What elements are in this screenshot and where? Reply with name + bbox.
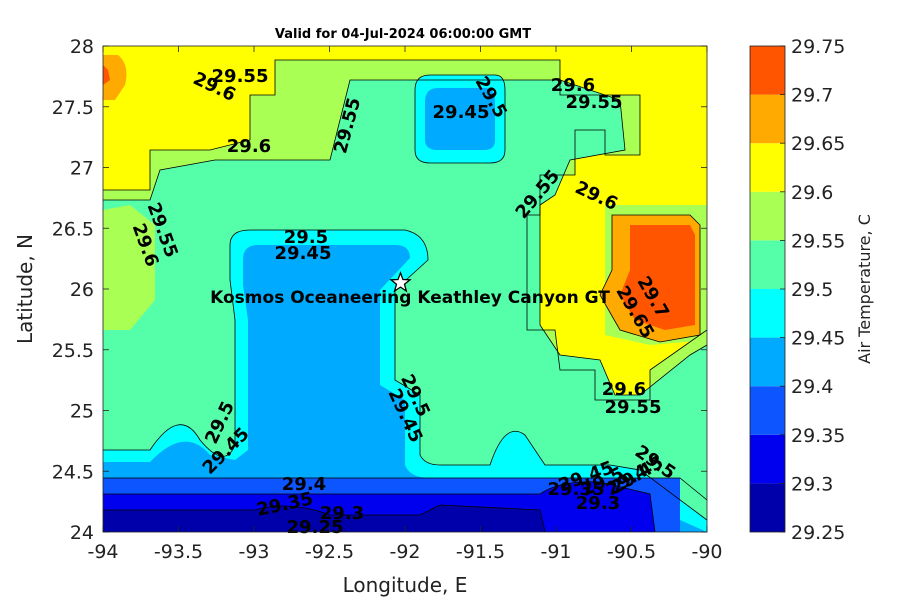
contour-line: [103, 79, 707, 396]
plot-area: [103, 46, 707, 532]
colorbar-swatch: [750, 191, 785, 241]
x-tick-label: -91: [540, 541, 571, 563]
y-tick-label: 26.5: [52, 218, 94, 240]
contour-label: 29.6: [551, 75, 595, 96]
contour-label: 29.3: [576, 493, 620, 514]
colorbar-swatch: [750, 434, 785, 484]
site-label: Kosmos Oceaneering Keathley Canyon GT: [210, 288, 610, 308]
region-29.7-tl: [103, 65, 110, 85]
contour-line: [229, 229, 707, 521]
contour-label: 29.6: [227, 136, 271, 157]
x-tick-label: -90.5: [607, 541, 656, 563]
y-tick-label: 25: [70, 401, 94, 423]
contour-line: [414, 74, 506, 164]
colorbar-swatch: [750, 94, 785, 144]
contour-label: 29.25: [287, 517, 344, 538]
contour-line: [103, 59, 707, 401]
contour-label: 29.4: [282, 474, 326, 495]
colorbar-tick-label: 29.4: [791, 376, 833, 398]
chart-title: Valid for 04-Jul-2024 06:00:00 GMT: [275, 27, 531, 42]
colorbar-swatch: [750, 289, 785, 338]
y-tick-label: 24.5: [52, 461, 94, 483]
colorbar-tick-label: 29.7: [791, 85, 833, 107]
contour-line: [103, 504, 546, 532]
contour-label: 29.35: [548, 479, 605, 500]
x-tick-label: -91.5: [456, 541, 505, 563]
star-icon: [389, 271, 412, 293]
colorbar-tick-label: 29.5: [791, 279, 833, 301]
contour-label: 29.55: [566, 92, 623, 113]
region-29.65-tl: [103, 55, 127, 100]
y-tick-label: 27: [70, 158, 94, 180]
contour-line: [103, 481, 656, 532]
colorbar-swatch: [750, 143, 785, 192]
y-tick-label: 28: [70, 36, 94, 58]
colorbar-tick-label: 29.25: [791, 522, 845, 544]
y-tick-label: 24: [70, 522, 94, 544]
contour-label: 29.55: [605, 397, 662, 418]
colorbar-swatch: [750, 386, 785, 435]
y-tick-label: 25.5: [52, 340, 94, 362]
colorbar-tick-label: 29.6: [791, 182, 833, 204]
colorbar-tick-label: 29.55: [791, 230, 845, 252]
site-marker: Kosmos Oceaneering Keathley Canyon GT: [210, 271, 610, 308]
colorbar-tick-label: 29.75: [791, 36, 845, 58]
colorbar-tick-label: 29.45: [791, 328, 845, 350]
x-tick-label: -93: [238, 541, 269, 563]
colorbar-tick-label: 29.65: [791, 133, 845, 155]
axis-ticks: -94 -93.5 -93 -92.5 -92 -91.5 -91 -90.5 -90 28 27.…: [52, 36, 723, 563]
colorbar-swatch: [750, 483, 785, 532]
x-tick-label: -94: [87, 541, 118, 563]
contour-label: 29.6: [602, 379, 646, 400]
region-29.4-top: [425, 88, 495, 150]
region-29.4: [103, 245, 707, 532]
y-tick-label: 27.5: [52, 97, 94, 119]
colorbar-tick-label: 29.35: [791, 425, 845, 447]
colorbar-tick-label: 29.3: [791, 473, 833, 495]
x-tick-label: -90: [691, 541, 722, 563]
colorbar-swatch: [750, 337, 785, 387]
contour-line: [103, 477, 707, 501]
contour-label: 29.5: [284, 227, 328, 248]
contour-line: [599, 214, 701, 343]
region-29.7-right: [620, 225, 695, 330]
x-axis-label: Longitude, E: [343, 573, 468, 597]
region-29.25: [103, 505, 545, 532]
y-axis-label: Latitude, N: [13, 234, 37, 344]
colorbar-label: Air Temperature, C: [855, 214, 874, 364]
x-tick-label: -92: [389, 541, 420, 563]
contour-label: 29.3: [320, 503, 364, 524]
colorbar-swatch: [750, 240, 785, 289]
x-tick-label: -92.5: [305, 541, 354, 563]
contour-label: 29.45: [433, 102, 490, 123]
contour-label: 29.55: [212, 66, 269, 87]
y-tick-label: 26: [70, 279, 94, 301]
contour-label: 29.45: [275, 243, 332, 264]
colorbar: 29.75 29.7 29.65 29.6 29.55 29.5 29.45 29.4 29.3…: [749, 36, 845, 544]
colorbar-swatch: [750, 46, 785, 95]
region-29.55-left: [103, 200, 160, 335]
x-tick-label: -93.5: [154, 541, 203, 563]
contour-line: [103, 245, 236, 457]
